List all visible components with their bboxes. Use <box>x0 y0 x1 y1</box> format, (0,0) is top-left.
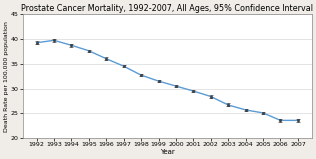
Y-axis label: Death Rate per 100,000 population: Death Rate per 100,000 population <box>4 21 9 131</box>
X-axis label: Year: Year <box>160 149 175 155</box>
Title: Prostate Cancer Mortality, 1992-2007, All Ages, 95% Confidence Interval: Prostate Cancer Mortality, 1992-2007, Al… <box>21 4 313 13</box>
